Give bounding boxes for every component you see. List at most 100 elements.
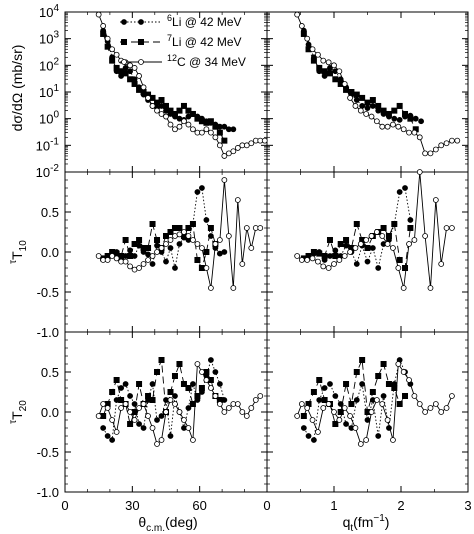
data-point xyxy=(163,409,169,415)
series-line xyxy=(102,358,225,441)
data-point xyxy=(154,107,160,114)
data-point xyxy=(118,252,125,259)
data-point xyxy=(221,409,228,415)
data-point xyxy=(180,102,187,109)
data-point xyxy=(113,429,120,435)
series-1 xyxy=(300,185,414,271)
data-point xyxy=(427,150,434,157)
data-point xyxy=(353,368,360,375)
x-axis-title-angle-sub: c.m. xyxy=(146,523,165,534)
data-point xyxy=(104,433,111,439)
data-point xyxy=(248,405,255,411)
data-point xyxy=(131,80,138,87)
data-point xyxy=(411,129,418,136)
legend: 6Li @ 42 MeV 7Li @ 42 MeV 12C @ 34 MeV xyxy=(120,13,246,69)
data-point xyxy=(347,95,353,101)
data-point xyxy=(122,258,129,265)
data-point xyxy=(212,241,219,247)
legend-label: 6Li @ 42 MeV xyxy=(167,13,242,29)
panel-mid-left xyxy=(95,177,264,291)
data-point xyxy=(347,413,353,419)
data-point xyxy=(396,256,403,263)
data-point xyxy=(411,393,418,399)
data-point xyxy=(136,421,142,427)
data-point xyxy=(100,425,107,431)
data-point xyxy=(316,250,323,257)
data-point xyxy=(320,405,327,411)
data-point xyxy=(199,129,205,136)
data-point xyxy=(127,76,134,83)
data-point xyxy=(176,224,183,231)
data-point xyxy=(171,110,178,117)
data-point xyxy=(158,437,165,443)
data-point xyxy=(158,111,165,117)
data-point xyxy=(109,253,116,259)
data-point xyxy=(310,437,317,443)
y-axis-title-t20-main: T xyxy=(9,411,25,420)
data-point xyxy=(315,258,321,265)
panel-bot-left xyxy=(95,356,264,447)
data-point xyxy=(234,145,241,151)
data-point xyxy=(239,409,246,415)
data-point xyxy=(337,240,344,247)
data-point xyxy=(207,357,214,363)
data-point xyxy=(140,425,147,431)
data-point xyxy=(230,285,237,291)
series-2 xyxy=(300,30,419,133)
data-point xyxy=(316,64,323,71)
data-point xyxy=(400,126,407,133)
data-point xyxy=(443,405,450,411)
data-point xyxy=(359,94,366,101)
data-point xyxy=(298,401,305,407)
data-point xyxy=(449,137,455,144)
data-point xyxy=(443,140,450,147)
data-point xyxy=(243,142,250,149)
data-point xyxy=(315,51,321,58)
data-point xyxy=(321,385,328,391)
data-point xyxy=(343,242,349,249)
data-point xyxy=(337,401,344,407)
data-point xyxy=(221,249,228,255)
data-point xyxy=(198,384,205,391)
data-point xyxy=(325,401,332,407)
data-point xyxy=(118,405,125,411)
y-tick-label-top: 10-1 xyxy=(36,136,60,153)
data-point xyxy=(248,245,255,251)
data-point xyxy=(390,245,396,251)
x-tick-label-angle: 30 xyxy=(125,498,139,513)
data-point xyxy=(336,257,343,263)
data-point xyxy=(127,409,133,415)
legend-entry-3: 12C @ 34 MeV xyxy=(120,53,246,69)
data-point xyxy=(149,103,156,109)
data-point xyxy=(432,401,439,407)
data-point xyxy=(172,401,178,407)
data-point xyxy=(216,237,223,243)
data-point xyxy=(400,285,407,291)
panel-top-left xyxy=(95,11,268,159)
y-axis-title-t10-main: T xyxy=(9,251,25,260)
data-point xyxy=(154,236,161,243)
data-point xyxy=(357,107,364,114)
data-point xyxy=(176,409,183,415)
data-point xyxy=(375,265,382,271)
data-point xyxy=(364,244,371,251)
data-point xyxy=(331,261,337,267)
data-point xyxy=(304,405,311,411)
data-point xyxy=(225,233,232,239)
data-point xyxy=(131,65,138,71)
data-point xyxy=(375,372,382,379)
data-point xyxy=(100,401,107,407)
data-point xyxy=(343,236,350,243)
data-point xyxy=(109,46,116,53)
x-axis-title-momentum-sub: t xyxy=(350,523,353,534)
data-point xyxy=(185,224,192,231)
data-point xyxy=(331,62,337,69)
series-line xyxy=(296,14,458,154)
data-point xyxy=(363,111,370,117)
data-point xyxy=(391,107,398,114)
data-point xyxy=(158,413,165,419)
data-point xyxy=(343,421,349,427)
data-point xyxy=(127,420,134,427)
data-point xyxy=(118,385,125,391)
data-point xyxy=(239,261,246,267)
